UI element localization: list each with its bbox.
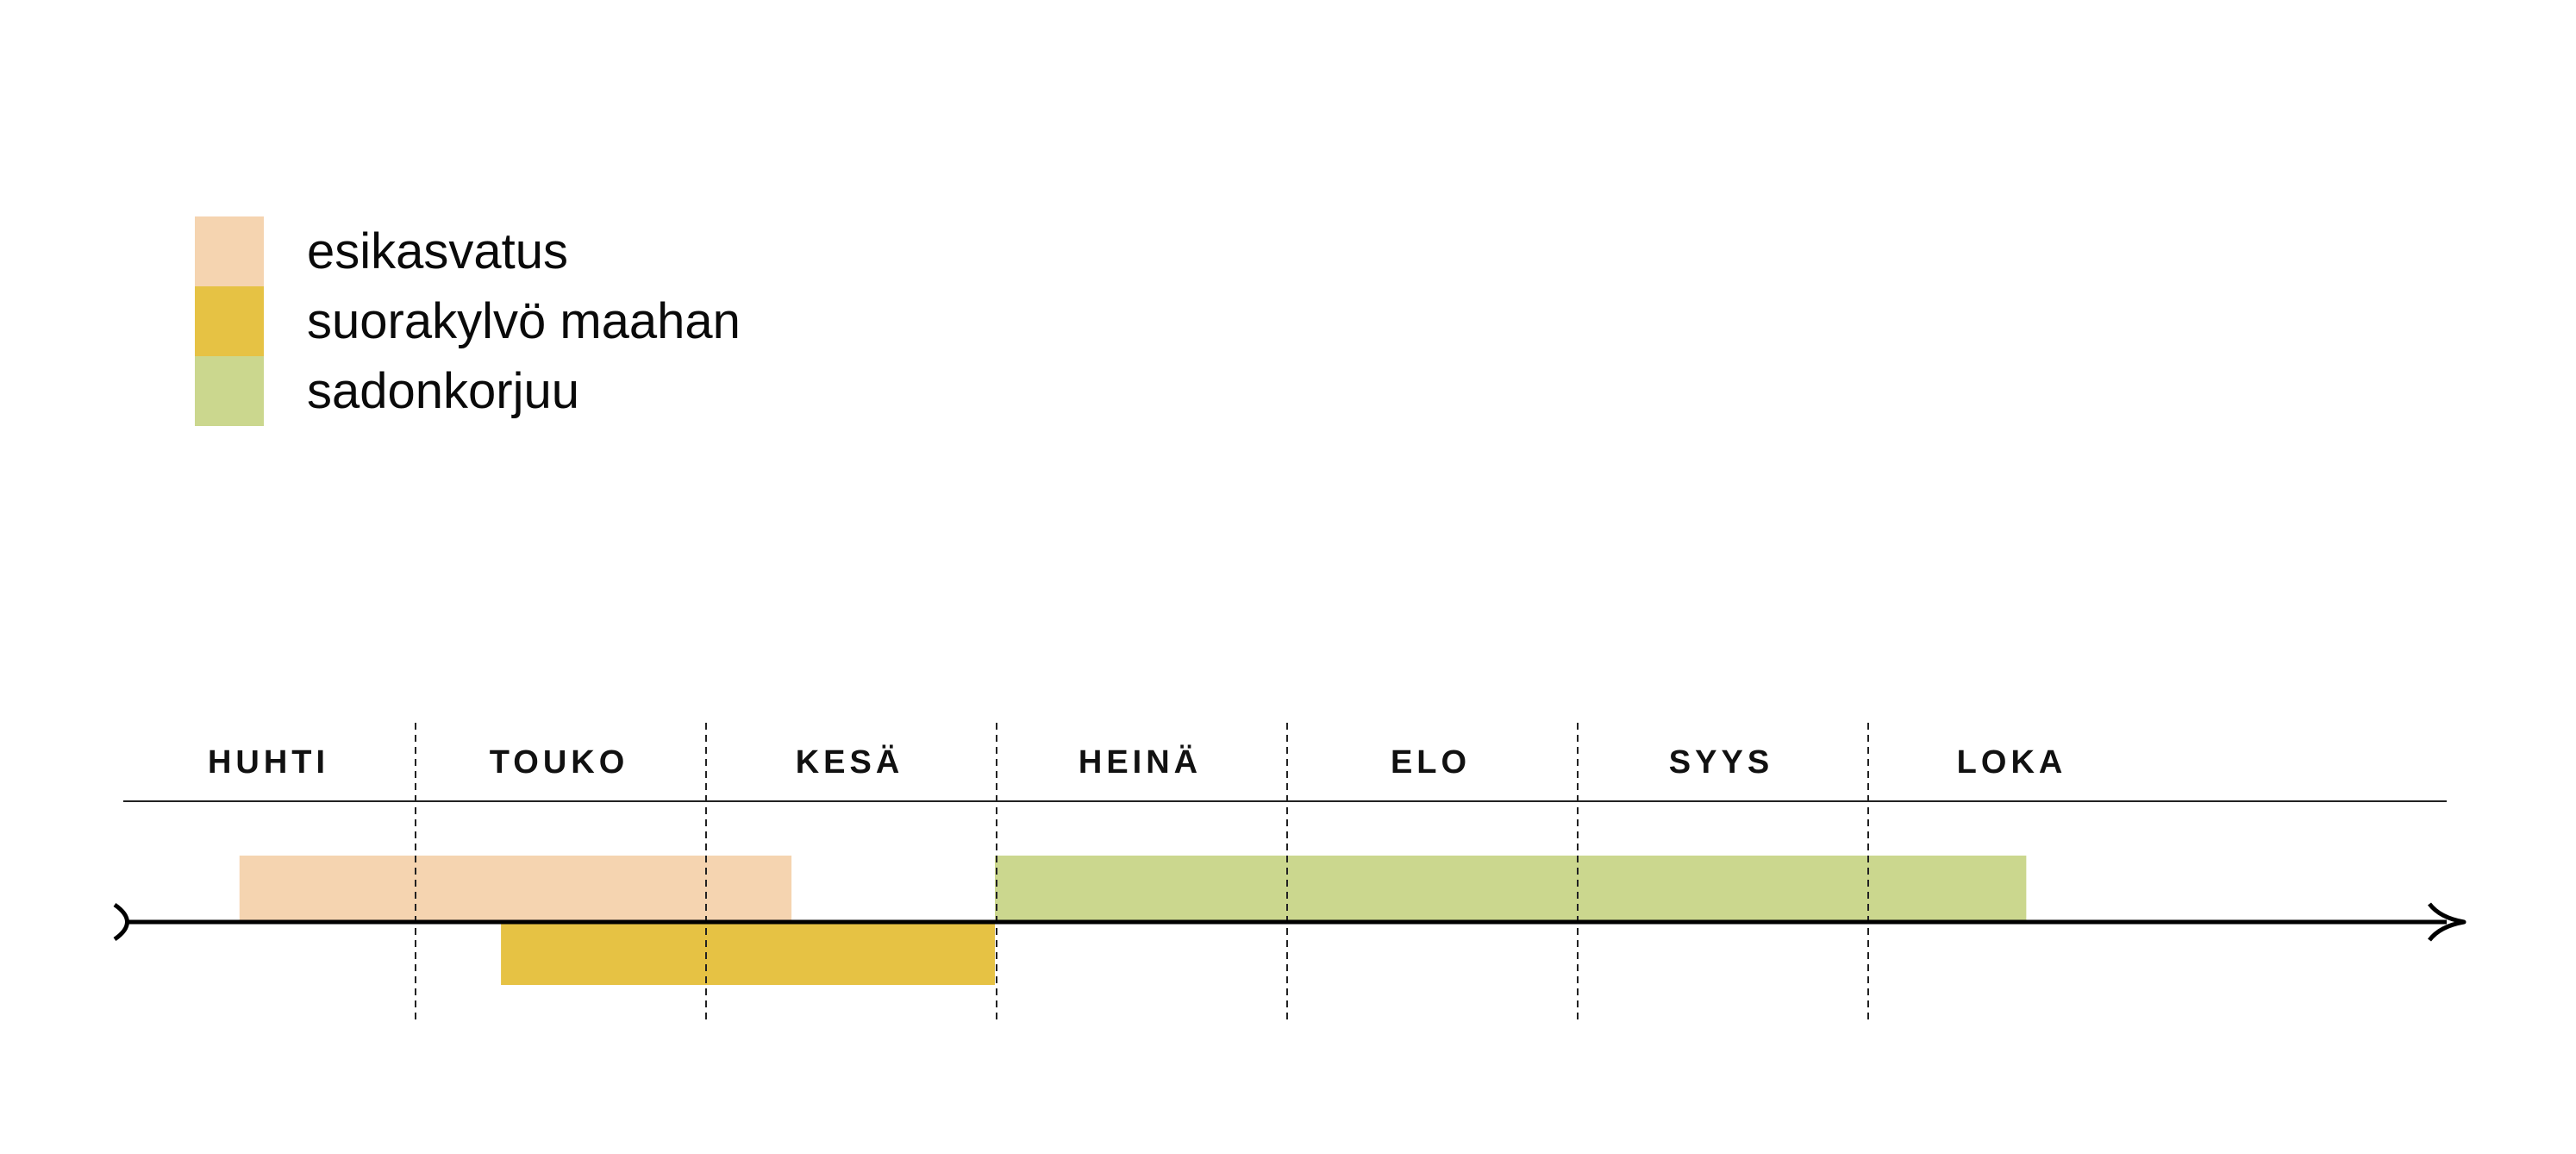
legend-label: sadonkorjuu [307, 363, 579, 419]
legend-label: esikasvatus [307, 223, 569, 279]
legend-swatch [195, 356, 264, 426]
legend-swatch [195, 216, 264, 286]
legend-item: suorakylvö maahan [195, 286, 741, 356]
bars-layer [239, 856, 2027, 985]
month-label: ELO [1391, 744, 1471, 781]
bar-suorakylvö-maahan [501, 922, 995, 985]
month-labels: HUHTI TOUKO KESÄ HEINÄ ELO SYYS LOKA [208, 743, 2067, 781]
month-separators [415, 723, 1869, 1023]
axis-tail-icon [113, 902, 129, 942]
month-label: HEINÄ [1079, 743, 1202, 781]
month-label: SYYS [1669, 744, 1773, 781]
legend: esikasvatus suorakylvö maahan sadonkorjuu [195, 216, 741, 426]
bar-sadonkorjuu [995, 856, 2027, 922]
legend-swatch [195, 286, 264, 356]
month-label: TOUKO [490, 744, 629, 781]
legend-item: esikasvatus [195, 216, 741, 286]
legend-label: suorakylvö maahan [307, 293, 741, 349]
axis-arrow-icon [2428, 902, 2467, 942]
month-label: LOKA [1957, 744, 2067, 781]
bar-esikasvatus [239, 856, 792, 922]
month-label: HUHTI [208, 744, 329, 781]
legend-item: sadonkorjuu [195, 356, 741, 426]
month-label: KESÄ [796, 743, 904, 781]
